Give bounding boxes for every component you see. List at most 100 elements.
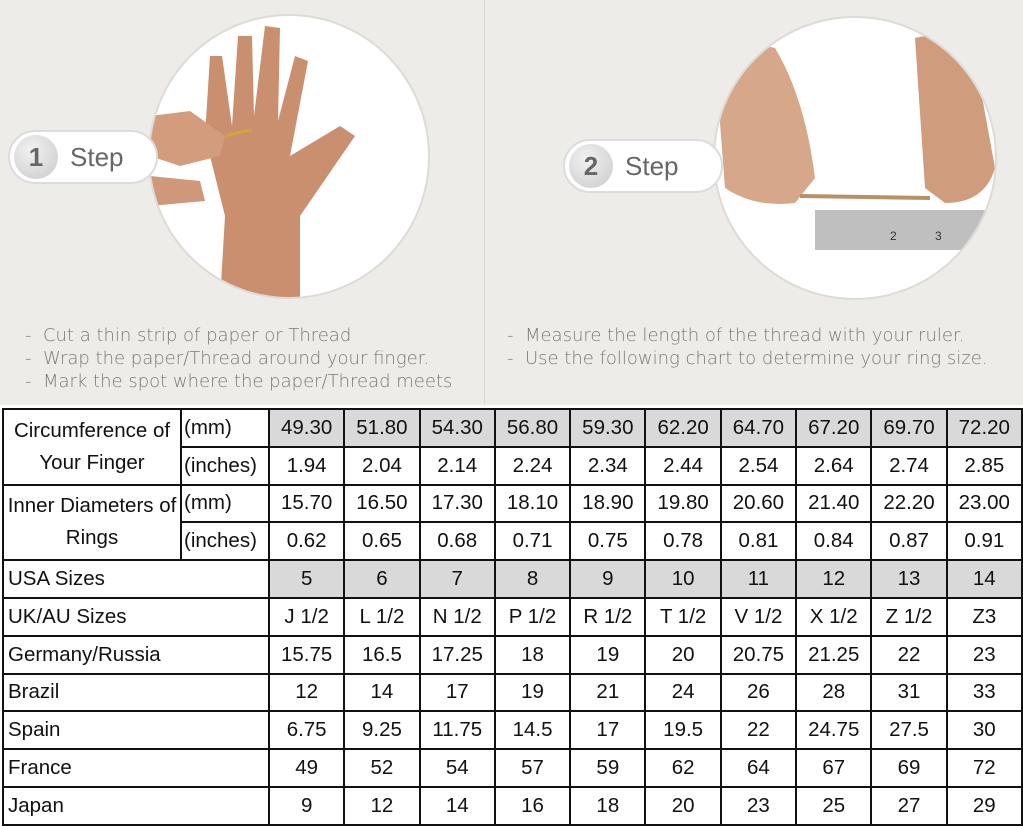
size-value-cell: X 1/2 — [795, 596, 873, 637]
divider — [484, 0, 485, 405]
table-row: (inches) 1.94 2.04 2.14 2.24 2.34 2.44 2.54 2.64… — [3, 445, 1023, 486]
size-value-cell: 9 — [267, 785, 346, 826]
size-value-cell: 18.10 — [493, 483, 572, 524]
size-value-cell: 20.60 — [719, 483, 798, 524]
size-value-cell: 19 — [569, 634, 647, 675]
size-value-cell: 7 — [418, 559, 496, 599]
size-value-cell: 6 — [343, 559, 421, 599]
ruler-image-step-2: 2 3 — [713, 16, 997, 300]
size-value-cell: 12 — [343, 785, 421, 826]
size-value-cell: 13 — [870, 559, 948, 599]
size-value-cell: 62.20 — [644, 408, 722, 448]
size-value-cell: 19.80 — [644, 483, 722, 524]
size-value-cell: T 1/2 — [644, 596, 722, 637]
size-value-cell: 2.54 — [719, 445, 798, 486]
size-value-cell: L 1/2 — [343, 596, 421, 637]
size-value-cell: 67 — [795, 748, 873, 788]
size-value-cell: 49.30 — [267, 408, 346, 448]
size-value-cell: J 1/2 — [267, 596, 346, 637]
size-value-cell: 0.91 — [945, 521, 1023, 562]
size-value-cell: 33 — [945, 672, 1023, 713]
size-value-cell: 22 — [870, 634, 948, 675]
step-2-instructions: - Measure the length of the thread with … — [507, 324, 988, 370]
size-value-cell: 18.90 — [569, 483, 647, 524]
size-value-cell: 20 — [644, 634, 722, 675]
size-value-cell: 27 — [870, 785, 948, 826]
size-value-cell: 11 — [719, 559, 798, 599]
size-value-cell: 59.30 — [569, 408, 647, 448]
size-value-cell: 24.75 — [795, 710, 873, 751]
svg-text:2: 2 — [890, 229, 897, 243]
size-value-cell: 17 — [418, 672, 496, 713]
hand-image-step-1 — [148, 14, 430, 299]
size-value-cell: 69 — [870, 748, 948, 788]
size-value-cell: 5 — [267, 559, 346, 599]
table-row: Inner Diameters of Rings (mm) 15.70 16.50 17… — [2, 483, 1023, 562]
unit-label: (mm) — [180, 408, 270, 448]
region-label: Spain — [2, 710, 270, 751]
size-value-cell: 17.30 — [418, 483, 496, 524]
step-1-number: 1 — [14, 135, 58, 179]
step-1-label: Step — [70, 141, 124, 172]
instruction-item: - Cut a thin strip of paper or Thread — [25, 325, 352, 346]
size-value-cell: 0.75 — [569, 521, 647, 562]
table-row: Brazil 12 14 17 19 21 24 26 28 31 33 — [2, 672, 1023, 713]
size-value-cell: 49 — [267, 748, 346, 788]
size-value-cell: 57 — [493, 748, 572, 788]
size-value-cell: 10 — [644, 559, 722, 599]
size-value-cell: Z 1/2 — [870, 596, 948, 637]
size-value-cell: 12 — [267, 672, 346, 713]
size-value-cell: 30 — [945, 710, 1023, 751]
size-value-cell: 0.62 — [267, 521, 346, 562]
step-2-badge: 2 Step — [563, 139, 723, 193]
size-value-cell: 17 — [569, 710, 647, 751]
size-value-cell: 26 — [719, 672, 798, 713]
instruction-item: - Use the following chart to determine y… — [507, 348, 988, 369]
size-value-cell: 0.84 — [795, 521, 873, 562]
step-1-badge: 1 Step — [8, 130, 158, 184]
size-value-cell: 72.20 — [945, 408, 1023, 448]
size-value-cell: 21.40 — [795, 483, 873, 524]
region-label: France — [2, 748, 270, 788]
size-value-cell: 2.14 — [418, 445, 496, 486]
unit-label: (mm) — [180, 483, 270, 524]
unit-label: (inches) — [180, 445, 270, 486]
size-value-cell: N 1/2 — [418, 596, 496, 637]
size-value-cell: 2.34 — [569, 445, 647, 486]
size-value-cell: 1.94 — [267, 445, 346, 486]
table-row: UK/AU Sizes J 1/2 L 1/2 N 1/2 P 1/2 R 1/2 T 1/… — [2, 596, 1023, 637]
step-1-instructions: - Cut a thin strip of paper or Thread - … — [25, 324, 452, 393]
size-value-cell: 15.75 — [267, 634, 346, 675]
size-value-cell: 2.85 — [945, 445, 1023, 486]
size-value-cell: 16 — [493, 785, 572, 826]
size-value-cell: 52 — [343, 748, 421, 788]
size-value-cell: 17.25 — [418, 634, 496, 675]
table-row: USA Sizes 5 6 7 8 9 10 11 12 13 14 — [2, 559, 1023, 599]
size-value-cell: 14 — [343, 672, 421, 713]
size-value-cell: 62 — [644, 748, 722, 788]
unit-label: (inches) — [180, 521, 270, 562]
instruction-item: - Measure the length of the thread with … — [507, 325, 965, 346]
size-value-cell: 69.70 — [870, 408, 948, 448]
size-value-cell: V 1/2 — [719, 596, 798, 637]
size-value-cell: 16.5 — [343, 634, 421, 675]
size-value-cell: 6.75 — [267, 710, 346, 751]
instructions-panel: 1 Step - Cut a thin strip of paper or Th… — [0, 0, 1023, 405]
size-value-cell: 54.30 — [418, 408, 496, 448]
size-value-cell: 54 — [418, 748, 496, 788]
size-value-cell: 0.87 — [870, 521, 948, 562]
region-label: Brazil — [2, 672, 270, 713]
instruction-item: - Mark the spot where the paper/Thread m… — [25, 371, 453, 392]
size-value-cell: 22 — [719, 710, 798, 751]
size-value-cell: 59 — [569, 748, 647, 788]
size-value-cell: 2.74 — [870, 445, 948, 486]
size-value-cell: 21 — [569, 672, 647, 713]
size-value-cell: 20 — [644, 785, 722, 826]
size-value-cell: 19 — [493, 672, 572, 713]
size-value-cell: 15.70 — [267, 483, 346, 524]
measurement-group-label: Inner Diameters of Rings — [2, 483, 182, 562]
table-row: Spain 6.75 9.25 11.75 14.5 17 19.5 22 24.75 27.5 3… — [2, 710, 1023, 751]
size-value-cell: 64 — [719, 748, 798, 788]
size-value-cell: 23.00 — [945, 483, 1023, 524]
size-value-cell: R 1/2 — [569, 596, 647, 637]
